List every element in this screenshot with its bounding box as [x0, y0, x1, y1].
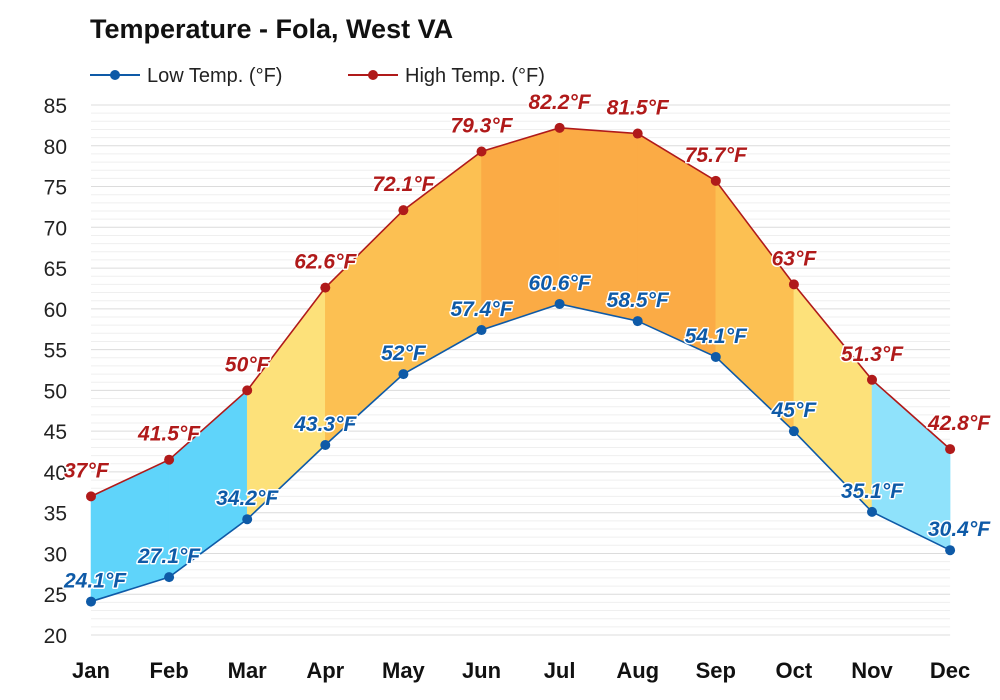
y-tick-label: 25 — [44, 584, 67, 607]
x-tick-label: Apr — [306, 658, 344, 683]
x-tick-label: Aug — [616, 658, 659, 683]
low-temp-label: 43.3°F — [293, 413, 357, 436]
y-axis-ticks: 20 25 30 35 40 45 50 55 60 65 70 75 80 85 — [44, 95, 67, 648]
high-temp-label: 82.2°F — [529, 91, 592, 114]
y-tick-label: 85 — [44, 95, 67, 118]
x-tick-label: Jan — [72, 658, 110, 683]
low-temp-point[interactable] — [710, 351, 721, 362]
x-tick-label: Mar — [228, 658, 268, 683]
high-temp-label: 79.3°F — [450, 114, 513, 137]
low-temp-label: 54.1°F — [685, 325, 748, 348]
legend-high-label: High Temp. (°F) — [405, 65, 545, 87]
high-temp-point[interactable] — [632, 128, 643, 139]
high-temp-point[interactable] — [86, 491, 96, 502]
y-tick-label: 35 — [44, 503, 67, 526]
x-tick-label: Oct — [776, 658, 813, 683]
low-temp-point[interactable] — [945, 545, 956, 556]
low-temp-label: 34.2°F — [216, 487, 279, 510]
data-labels: 24.1°F 27.1°F 34.2°F 43.3°F 52°F 57.4°F 60.6°F… — [62, 89, 993, 594]
legend: Low Temp. (°F) High Temp. (°F) — [90, 65, 545, 87]
low-temp-point[interactable] — [554, 298, 565, 309]
temperature-band — [637, 133, 717, 358]
high-temp-label: 72.1°F — [372, 173, 435, 196]
low-temp-label: 30.4°F — [928, 518, 991, 541]
data-points — [86, 122, 956, 607]
low-temp-label: 52°F — [381, 342, 427, 365]
low-temp-label: 57.4°F — [450, 298, 513, 321]
high-temp-label: 37°F — [64, 459, 110, 482]
low-temp-line — [90, 303, 951, 603]
high-temp-label: 50°F — [225, 353, 271, 376]
high-temp-label: 62.6°F — [294, 251, 357, 274]
low-temp-label: 24.1°F — [63, 570, 127, 593]
temperature-bands — [90, 127, 951, 602]
high-temp-point[interactable] — [164, 454, 175, 465]
legend-low-marker — [110, 70, 120, 80]
legend-high-marker — [368, 70, 378, 80]
x-tick-label: Feb — [150, 658, 189, 683]
y-tick-label: 50 — [44, 380, 67, 403]
low-temp-label: 60.6°F — [529, 272, 592, 295]
high-temp-point[interactable] — [554, 122, 565, 133]
low-temp-point[interactable] — [320, 440, 331, 451]
high-temp-point[interactable] — [867, 374, 877, 385]
y-tick-label: 45 — [44, 421, 67, 444]
low-temp-label: 45°F — [771, 399, 818, 422]
y-tick-label: 75 — [44, 177, 67, 200]
low-temp-point[interactable] — [632, 316, 643, 327]
high-temp-line — [90, 127, 951, 498]
legend-low-label: Low Temp. (°F) — [147, 65, 282, 87]
temperature-band — [793, 283, 873, 513]
low-temp-point[interactable] — [398, 369, 409, 380]
low-temp-label: 35.1°F — [841, 480, 904, 503]
high-temp-point[interactable] — [242, 385, 253, 396]
high-temp-label: 75.7°F — [685, 144, 748, 167]
y-tick-label: 65 — [44, 258, 67, 281]
series-lines — [90, 127, 951, 603]
high-temp-point[interactable] — [320, 282, 331, 293]
high-temp-label: 51.3°F — [841, 343, 904, 366]
low-temp-label: 27.1°F — [137, 545, 201, 568]
x-tick-label: Jun — [462, 658, 501, 683]
high-temp-label: 63°F — [772, 247, 818, 270]
low-temp-point[interactable] — [164, 572, 175, 583]
high-temp-point[interactable] — [788, 279, 799, 290]
high-temp-label: 41.5°F — [137, 423, 201, 446]
high-temp-point[interactable] — [945, 444, 956, 455]
legend-item-high[interactable]: High Temp. (°F) — [348, 65, 545, 87]
high-temp-point[interactable] — [476, 146, 487, 157]
low-temp-point[interactable] — [476, 325, 487, 336]
y-tick-label: 60 — [44, 299, 67, 322]
high-temp-label: 81.5°F — [607, 97, 670, 120]
legend-item-low[interactable]: Low Temp. (°F) — [90, 65, 282, 87]
y-tick-label: 55 — [44, 340, 67, 363]
x-tick-label: Sep — [696, 658, 736, 683]
y-tick-label: 70 — [44, 217, 67, 240]
high-temp-point[interactable] — [710, 175, 721, 186]
low-temp-label: 58.5°F — [607, 289, 670, 312]
high-temp-point[interactable] — [398, 205, 409, 216]
y-tick-label: 20 — [44, 625, 67, 648]
y-tick-label: 80 — [44, 136, 67, 159]
low-temp-point[interactable] — [867, 506, 877, 517]
x-tick-label: Dec — [930, 658, 970, 683]
temperature-band — [246, 286, 326, 520]
chart-title: Temperature - Fola, West VA — [90, 14, 454, 44]
y-tick-label: 40 — [44, 462, 67, 485]
y-tick-label: 30 — [44, 543, 67, 566]
high-temp-label: 42.8°F — [927, 412, 991, 435]
x-axis-ticks: Jan Feb Mar Apr May Jun Jul Aug Sep Oct Nov Dec — [72, 658, 970, 683]
x-tick-label: Jul — [544, 658, 576, 683]
low-temp-point[interactable] — [788, 426, 799, 437]
x-tick-label: May — [382, 658, 426, 683]
x-tick-label: Nov — [851, 658, 893, 683]
low-temp-point[interactable] — [242, 514, 253, 525]
low-temp-point[interactable] — [86, 596, 96, 607]
